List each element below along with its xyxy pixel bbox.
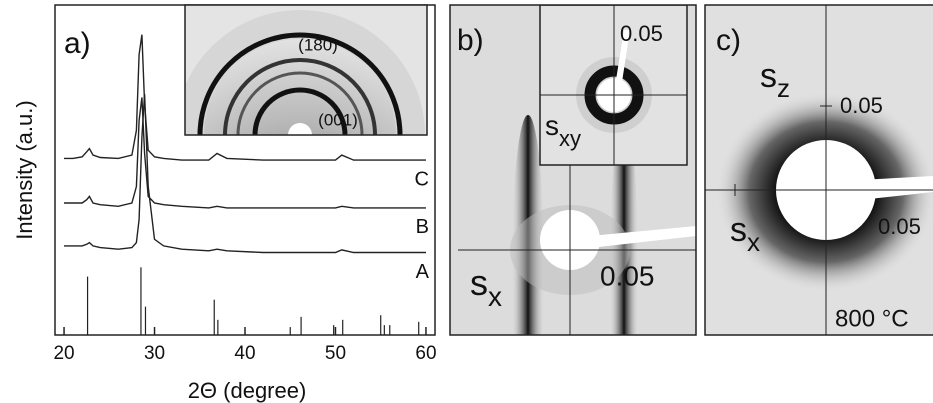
inset-pattern <box>185 5 427 135</box>
scattering-pattern <box>705 5 933 335</box>
y-axis-label: Intensity (a.u.) <box>12 100 37 239</box>
subscript: x <box>488 281 502 312</box>
axis-symbol: sx <box>730 211 760 257</box>
x-axis-label: 2Θ (degree) <box>188 378 307 403</box>
symbol: s <box>470 262 488 303</box>
scale-label: 0.05 <box>600 260 655 291</box>
inset-label: (001) <box>318 110 358 129</box>
axis-symbol: sz <box>760 57 790 103</box>
x-tick-label: 20 <box>53 343 74 364</box>
series-label: A <box>416 261 430 283</box>
series-label: C <box>415 168 429 190</box>
axis-symbol: sxy <box>545 110 581 150</box>
x-tick-label: 40 <box>234 343 255 364</box>
line-series <box>64 34 426 161</box>
line-series <box>64 97 426 209</box>
panel-label: c) <box>716 24 741 57</box>
symbol: s <box>730 211 747 249</box>
scattering-pattern <box>450 5 696 335</box>
scale-label: 0.05 <box>620 21 663 46</box>
panel-label: b) <box>457 24 484 57</box>
symbol: s <box>545 110 559 141</box>
axis-symbol: sx <box>470 262 502 313</box>
subscript: x <box>747 227 760 257</box>
series-label: B <box>416 216 429 238</box>
panel-b: b) 0.05 sxy sx 0.05 <box>449 4 697 336</box>
temperature-label: 800 °C <box>835 305 909 332</box>
symbol: s <box>760 57 777 95</box>
scale-label: 0.05 <box>878 214 921 239</box>
scale-label: 0.05 <box>840 93 883 118</box>
x-tick-label: 50 <box>325 343 346 364</box>
panel-label: a) <box>64 27 91 60</box>
subscript: xy <box>559 126 581 151</box>
subscript: z <box>777 73 790 103</box>
x-tick-label: 60 <box>415 343 436 364</box>
line-series <box>64 94 426 254</box>
panel-c: c) sz 0.05 sx 0.05 800 °C <box>704 4 933 336</box>
x-tick-label: 30 <box>144 343 165 364</box>
inset-label: (180) <box>298 35 338 54</box>
panel-a: a) (180) (001) 2Θ (degree) Intensity (a.… <box>12 4 437 403</box>
